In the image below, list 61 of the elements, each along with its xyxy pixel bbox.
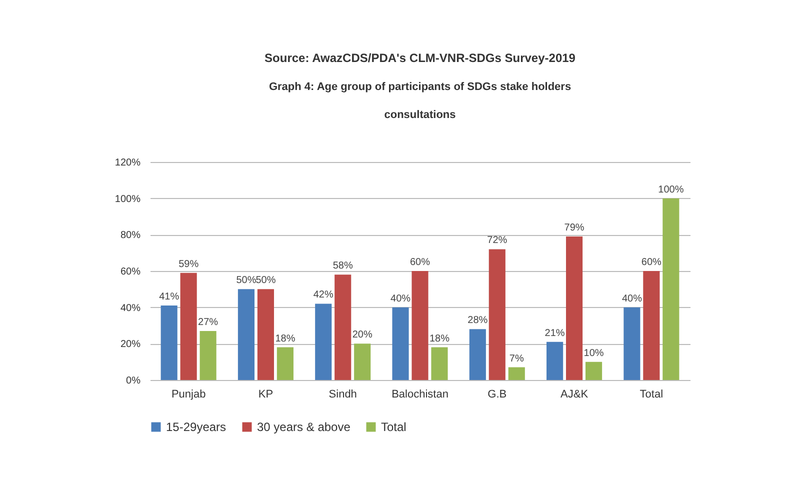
y-tick-label: 100% [114,194,141,205]
data-label: 18% [275,333,296,344]
bar [662,198,680,380]
data-label: 58% [332,260,353,272]
bar [643,271,660,380]
bar [334,274,352,380]
data-label: 60% [641,257,662,268]
data-label: 21% [544,328,565,339]
bar [508,367,525,380]
legend-label: 15-29years [166,420,226,434]
y-tick-label: 40% [120,302,141,314]
data-label: 18% [429,333,450,344]
y-tick-label: 80% [120,230,141,242]
x-tick-label: Balochistan [392,388,448,400]
bar [488,249,506,380]
data-label: 10% [584,348,604,359]
data-label: 100% [658,184,684,196]
bar [412,271,428,380]
bar [180,272,197,380]
data-label: 50% [256,275,276,286]
data-label: 7% [509,353,524,364]
bar [200,330,216,380]
data-label: 27% [198,316,218,328]
bar [585,362,602,380]
bar [257,289,274,380]
bar [238,289,255,380]
legend-label: Total [381,420,406,434]
x-tick-label: Sindh [328,388,357,400]
x-tick-label: KP [258,388,274,400]
bar [566,236,583,380]
bar [276,347,294,380]
bar [431,347,448,380]
legend-label: 30 years & above [257,420,351,434]
y-tick-label: 60% [120,266,141,278]
bar [160,306,178,380]
data-label: 40% [622,293,642,304]
x-tick-label: G.B [488,388,507,400]
data-label: 42% [313,290,334,301]
data-label: 72% [487,235,508,246]
y-tick-label: 20% [120,339,141,350]
bar [624,307,640,380]
data-label: 59% [178,258,199,270]
chart-title: Graph 4: Age group of participants of SDGs stake holders consultations [268,81,572,121]
bar [392,307,409,380]
data-label: 40% [390,293,411,304]
data-label: 60% [410,257,430,268]
data-label: 50% [236,275,256,286]
data-label: 41% [159,292,180,303]
bar [354,344,371,380]
bar [546,342,564,380]
x-tick-label: Punjab [171,388,206,400]
x-tick-label: Total [640,388,664,400]
data-label: 28% [468,315,488,326]
x-tick-label: AJ&K [560,388,589,400]
data-label: 20% [352,330,372,341]
y-tick-label: 120% [114,158,141,168]
y-tick-label: 0% [126,376,141,386]
bar [315,304,332,380]
data-label: 79% [564,222,584,234]
bar [469,329,486,380]
source-note: Source: AwazCDS/PDA's CLM-VNR-SDGs Survey-2019 [264,51,576,65]
